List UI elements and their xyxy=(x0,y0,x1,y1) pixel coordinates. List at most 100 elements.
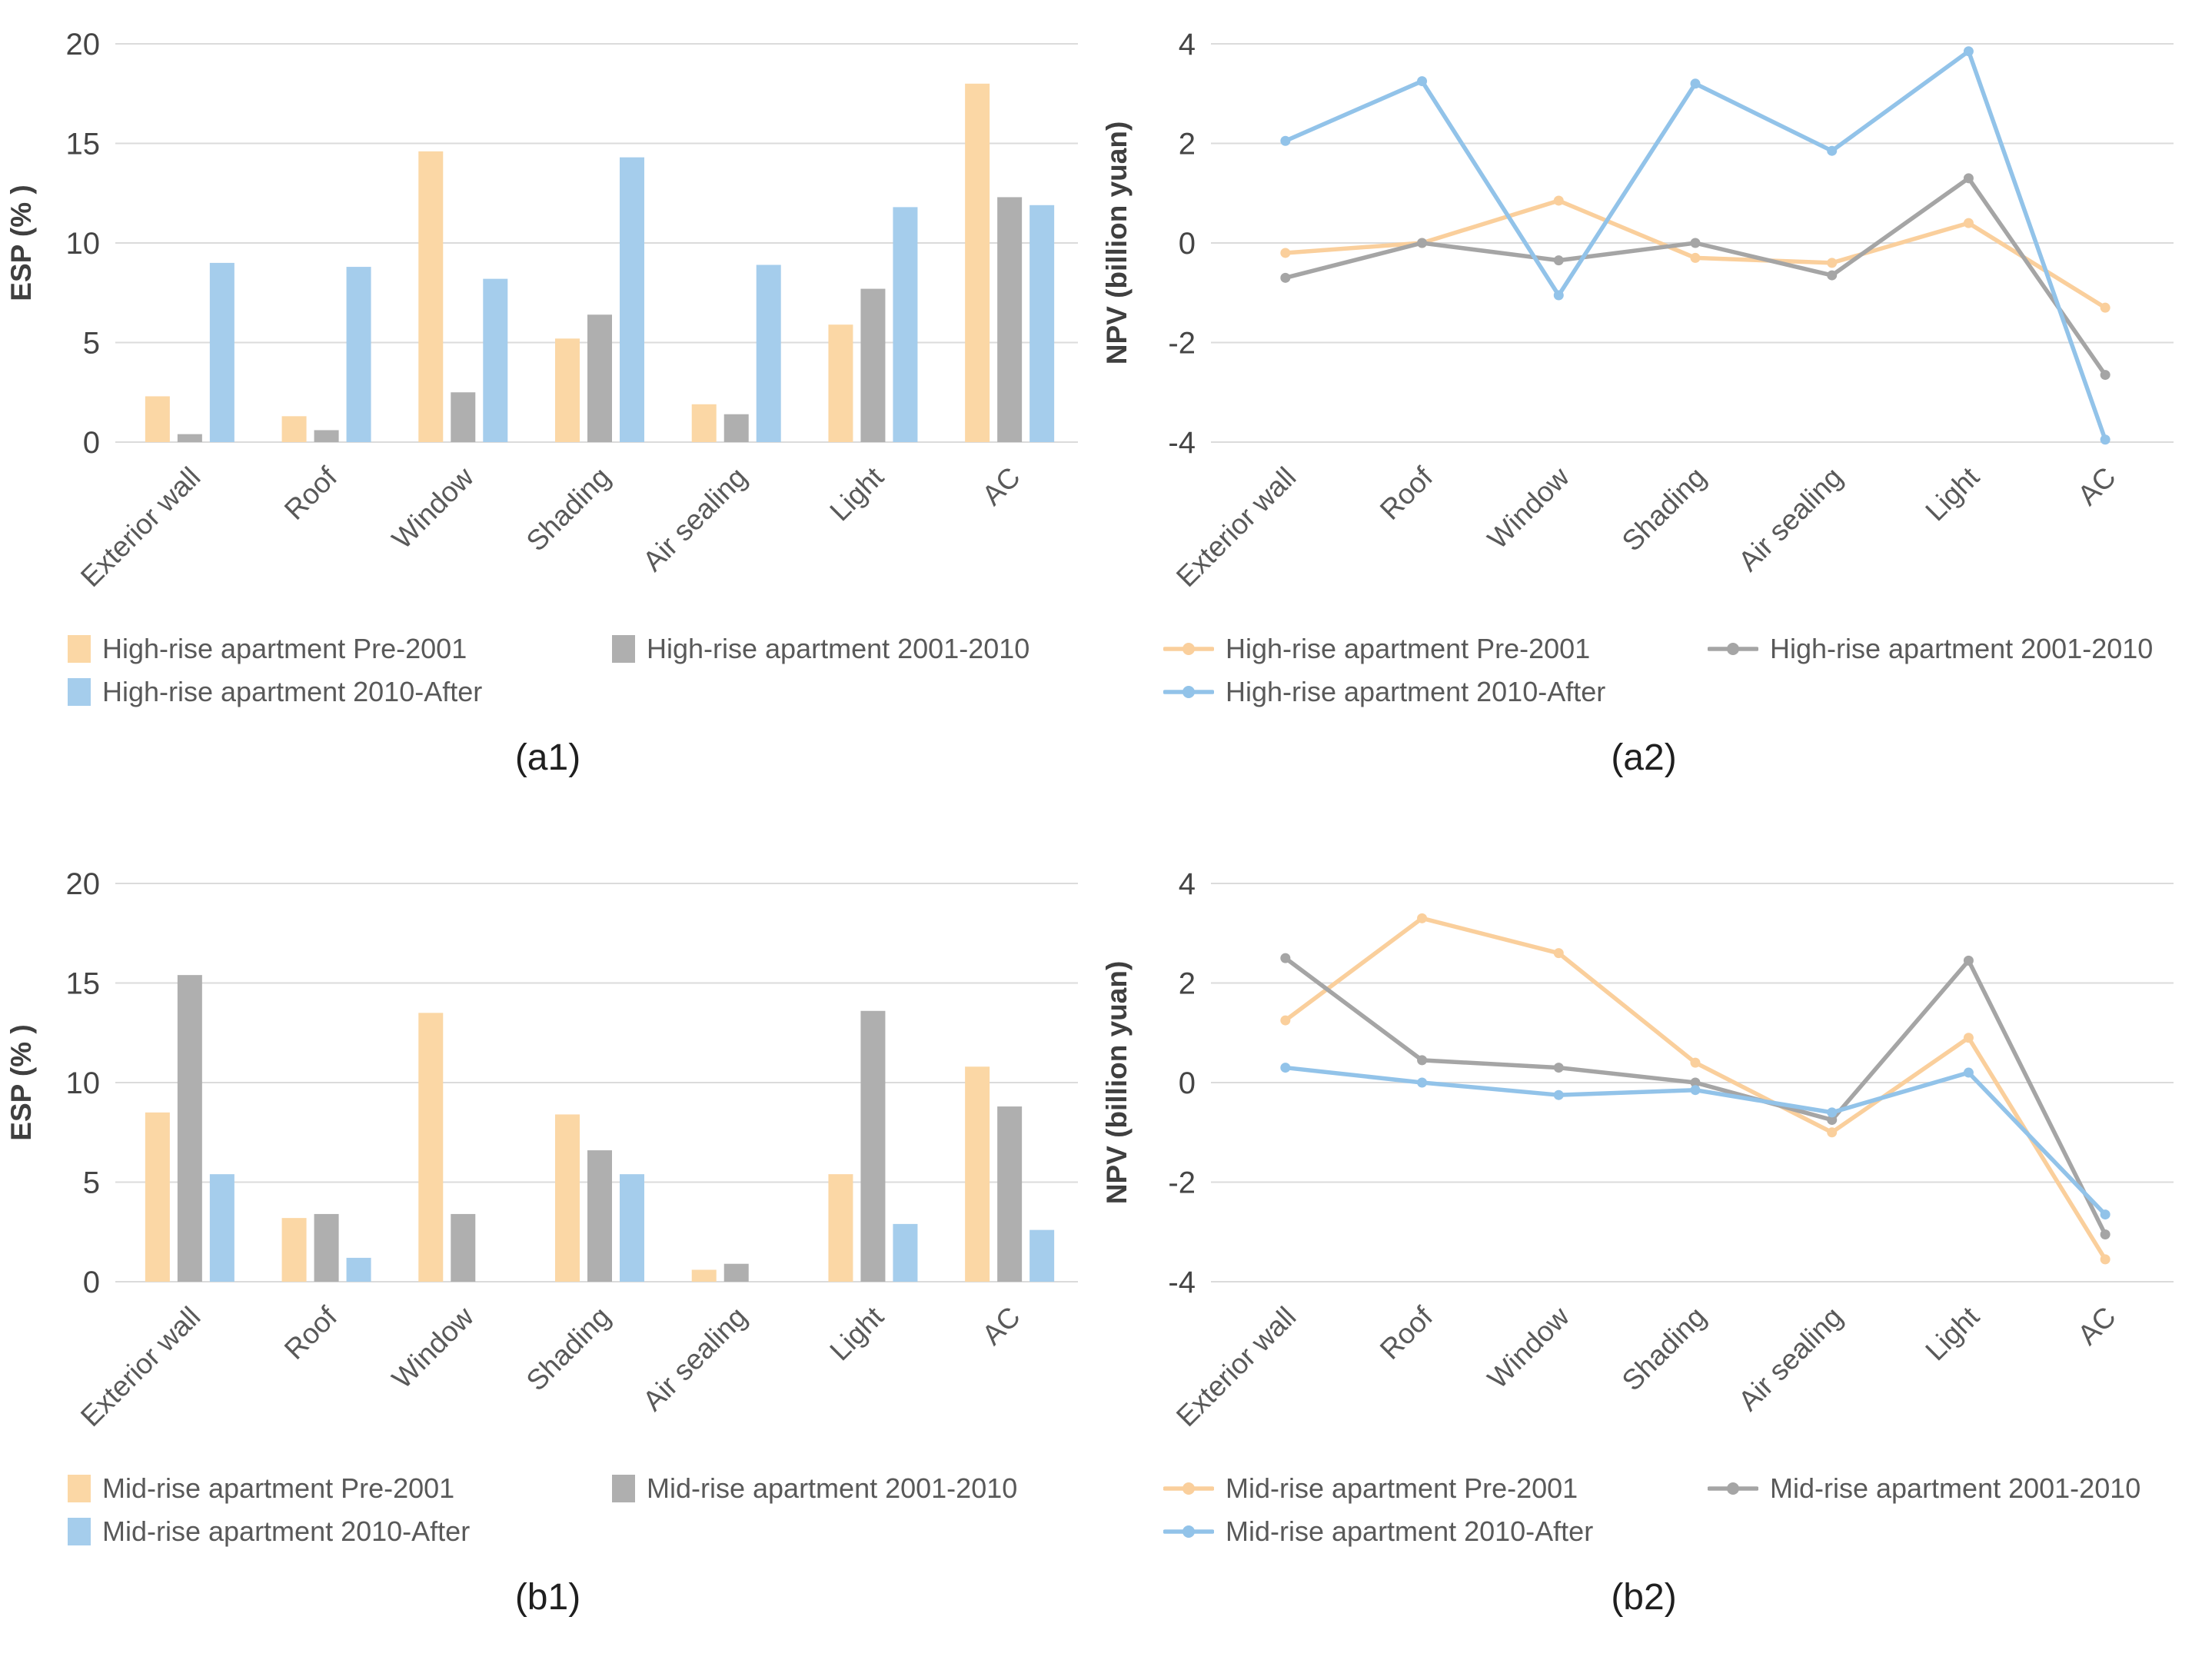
swatch-rect xyxy=(612,1475,635,1502)
data-point-marker xyxy=(1280,248,1291,258)
y-tick-label: 5 xyxy=(83,1166,100,1200)
swatch-marker xyxy=(1182,1525,1195,1538)
bar xyxy=(893,207,918,442)
data-point-marker xyxy=(1963,955,1974,966)
legend-item: High-rise apartment 2010-After xyxy=(68,678,482,706)
legend-a2: High-rise apartment Pre-2001 High-rise ap… xyxy=(1163,635,2192,706)
data-point-marker xyxy=(1963,218,1974,228)
y-tick-label: 10 xyxy=(66,1066,101,1100)
bar xyxy=(723,414,749,442)
x-category-label: Window xyxy=(1482,1300,1575,1394)
legend-color-swatch xyxy=(612,635,635,663)
data-point-marker xyxy=(2100,1209,2111,1220)
data-point-marker xyxy=(1963,1033,1974,1043)
data-point-marker xyxy=(1690,238,1701,248)
swatch-rect xyxy=(68,635,91,663)
data-point-marker xyxy=(1553,195,1564,206)
legend-label: High-rise apartment 2001-2010 xyxy=(647,633,1030,664)
x-category-label: Exterior wall xyxy=(75,1301,206,1432)
x-category-label: Light xyxy=(1919,1300,1985,1366)
data-point-marker xyxy=(1553,948,1564,959)
legend-label: Mid-rise apartment 2010-After xyxy=(1226,1515,1594,1547)
data-point-marker xyxy=(1553,255,1564,266)
swatch-rect xyxy=(68,1518,91,1545)
panel-b1: 0 5 10 15 20 ESP (% ) Exterior wall Roof Window S… xyxy=(0,840,1096,1680)
bar xyxy=(483,278,508,442)
data-point-marker xyxy=(1827,1127,1838,1138)
y-tick-label: 15 xyxy=(66,967,101,1001)
bar xyxy=(965,83,990,443)
legend-line-marker-swatch xyxy=(1708,643,1758,655)
swatch-marker xyxy=(1182,643,1195,655)
x-category-label: Window xyxy=(1482,461,1575,554)
bar xyxy=(555,338,580,442)
legend-item: Mid-rise apartment 2010-After xyxy=(1163,1518,1593,1545)
data-point-marker xyxy=(1827,1107,1838,1118)
data-point-marker xyxy=(1417,1077,1428,1088)
npv-line-chart-high-rise: -4 -2 0 2 4 NPV (billion yuan) Exterior wall Ro… xyxy=(1101,28,2174,593)
x-category-label: Air sealing xyxy=(1732,461,1848,577)
legend-a1: High-rise apartment Pre-2001 High-rise ap… xyxy=(68,635,1096,706)
y-tick-label: 20 xyxy=(66,28,101,62)
data-point-marker xyxy=(2100,302,2111,313)
x-category-label: Exterior wall xyxy=(1170,461,1302,593)
legend-item: High-rise apartment 2010-After xyxy=(1163,678,1605,706)
y-tick-label: 15 xyxy=(66,128,101,161)
y-tick-label: 2 xyxy=(1179,967,1196,1001)
legend-label: Mid-rise apartment Pre-2001 xyxy=(1226,1472,1578,1504)
legend-label: High-rise apartment 2010-After xyxy=(102,676,483,707)
data-point-marker xyxy=(1963,46,1974,57)
x-category-label: Roof xyxy=(278,461,344,526)
caption-a1: (a1) xyxy=(514,737,581,778)
legend-label: High-rise apartment 2001-2010 xyxy=(1770,633,2154,664)
data-point-marker xyxy=(1280,1015,1291,1026)
bar xyxy=(620,1174,644,1282)
y-tick-label: 0 xyxy=(83,426,100,460)
swatch-marker xyxy=(1182,686,1195,698)
bar xyxy=(418,151,444,443)
legend-item: High-rise apartment 2001-2010 xyxy=(612,635,1029,663)
esp-bar-chart-mid-rise: 0 5 10 15 20 ESP (% ) Exterior wall Roof Window S… xyxy=(5,867,1078,1432)
data-point-marker xyxy=(1417,238,1428,248)
y-tick-label: 2 xyxy=(1179,128,1196,161)
swatch-rect xyxy=(68,678,91,706)
swatch-rect xyxy=(612,635,635,663)
data-point-marker xyxy=(1553,1090,1564,1100)
bar xyxy=(997,197,1023,442)
esp-bar-chart-high-rise: 0 5 10 15 20 ESP (% ) Exterior wall Roof Window S… xyxy=(5,28,1078,593)
data-point-marker xyxy=(1280,272,1291,283)
series-line xyxy=(1283,956,2107,1237)
bar xyxy=(587,1150,612,1282)
data-point-marker xyxy=(2100,1254,2111,1265)
bar xyxy=(587,314,612,442)
data-point-marker xyxy=(2100,370,2111,381)
swatch-marker xyxy=(1727,643,1739,655)
bar xyxy=(281,416,307,442)
legend-item: Mid-rise apartment 2001-2010 xyxy=(1708,1475,2140,1502)
bar xyxy=(346,267,371,442)
legend-label: Mid-rise apartment 2001-2010 xyxy=(1770,1472,2141,1504)
panel-a2: -4 -2 0 2 4 NPV (billion yuan) Exterior wall Ro… xyxy=(1096,0,2192,840)
legend-item: Mid-rise apartment 2001-2010 xyxy=(612,1475,1017,1502)
y-tick-label: 4 xyxy=(1179,28,1196,62)
x-category-label: Light xyxy=(1919,461,1985,527)
bar xyxy=(691,1269,717,1282)
y-tick-label: -2 xyxy=(1168,1166,1196,1200)
bar xyxy=(893,1223,918,1282)
legend-item: High-rise apartment Pre-2001 xyxy=(1163,635,1590,663)
legend-item: Mid-rise apartment Pre-2001 xyxy=(68,1475,454,1502)
bar xyxy=(346,1257,371,1282)
series-line xyxy=(1283,176,2107,378)
x-category-label: Exterior wall xyxy=(1170,1301,1302,1432)
x-category-label: Shading xyxy=(1616,461,1712,557)
x-category-label: Roof xyxy=(1374,461,1439,526)
legend-label: Mid-rise apartment 2010-After xyxy=(102,1515,471,1547)
legend-color-swatch xyxy=(68,1475,91,1502)
bar xyxy=(756,264,781,442)
legend-line-marker-swatch xyxy=(1163,1482,1214,1495)
swatch-rect xyxy=(68,1475,91,1502)
bar xyxy=(177,434,202,442)
legend-color-swatch xyxy=(612,1475,635,1502)
bar xyxy=(691,404,717,442)
